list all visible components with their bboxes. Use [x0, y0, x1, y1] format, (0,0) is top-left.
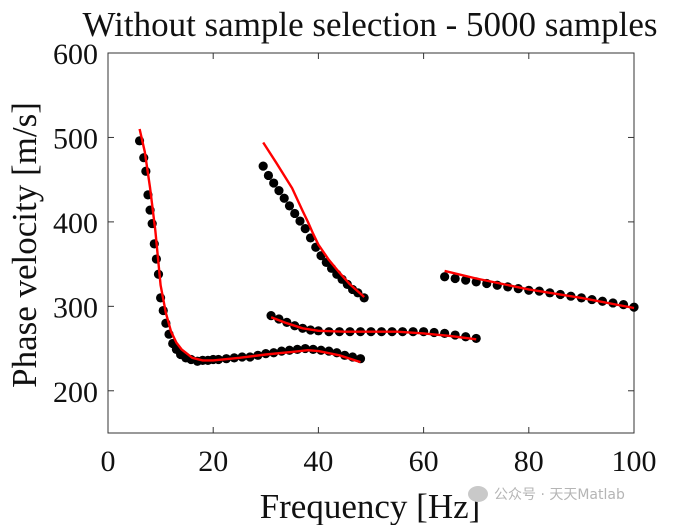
wechat-icon: [468, 486, 488, 502]
y-axis-label: Phase velocity [m/s]: [5, 102, 44, 388]
x-axis-label: Frequency [Hz]: [260, 487, 481, 525]
y-tick-label: 400: [53, 207, 98, 240]
data-point: [263, 170, 274, 181]
fit-line: [444, 269, 635, 310]
y-tick-label: 500: [53, 122, 98, 155]
data-point: [295, 216, 305, 226]
x-tick-label: 80: [514, 445, 544, 478]
data-point: [274, 186, 284, 196]
x-tick-label: 60: [409, 445, 439, 478]
x-tick-label: 40: [303, 445, 333, 478]
data-point: [290, 208, 300, 219]
data-point: [269, 178, 279, 188]
data-point: [300, 224, 310, 234]
data-point: [151, 254, 161, 264]
chart-title: Without sample selection - 5000 samples: [82, 5, 657, 44]
fit-line: [138, 128, 361, 364]
axes-frame: [107, 52, 635, 434]
data-point: [461, 275, 471, 285]
data-point: [258, 161, 268, 171]
x-tick-label: 100: [612, 445, 657, 478]
data-point: [450, 273, 460, 284]
plot-area: 0 20 40 60 80 100 200 300 400 500 600: [53, 38, 657, 478]
fit-line: [262, 141, 365, 298]
data-point: [284, 201, 295, 211]
watermark: 公众号 · 天天Matlab: [468, 484, 625, 504]
x-tick-label: 20: [198, 445, 228, 478]
y-tick-label: 300: [53, 291, 98, 324]
x-tick-label: 0: [101, 445, 116, 478]
watermark-text: 公众号 · 天天Matlab: [494, 487, 625, 503]
y-tick-label: 200: [53, 376, 98, 409]
data-point: [279, 193, 289, 203]
fit-line: [270, 316, 477, 341]
data-point: [440, 272, 450, 282]
y-tick-label: 600: [53, 38, 98, 71]
